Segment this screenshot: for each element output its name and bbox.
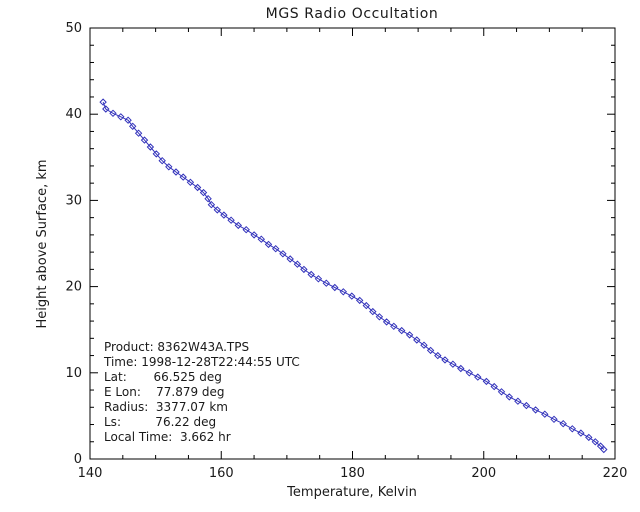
annotation-block: Product: 8362W43A.TPS Time: 1998-12-28T2… [104,340,300,445]
x-tick-label: 200 [471,466,496,481]
x-tick-label: 140 [78,466,103,481]
annotation-line-lat: Lat: 66.525 deg [104,370,222,384]
x-tick-label: 180 [340,466,365,481]
annotation-line-product: Product: 8362W43A.TPS [104,340,250,354]
annotation-line-localtime: Local Time: 3.662 hr [104,430,231,444]
y-tick-label: 20 [65,280,82,295]
data-markers [99,98,608,454]
plot-content: 140 160 180 200 220 0 10 20 30 40 50 [65,21,627,481]
y-tick-label: 50 [65,21,82,36]
x-tick-label: 160 [209,466,234,481]
y-tick-label: 30 [65,193,82,208]
y-tick-label: 10 [65,366,82,381]
annotation-line-ls: Ls: 76.22 deg [104,415,217,429]
data-line [102,101,605,450]
x-axis-label: Temperature, Kelvin [286,485,417,500]
y-tick-label: 40 [65,107,82,122]
annotation-line-radius: Radius: 3377.07 km [104,400,228,414]
x-tick-label: 220 [603,466,628,481]
annotation-line-elon: E Lon: 77.879 deg [104,385,225,399]
annotation-line-time: Time: 1998-12-28T22:44:55 UTC [104,355,300,369]
chart-title: MGS Radio Occultation [266,6,439,22]
y-axis-label: Height above Surface, km [35,159,50,328]
y-tick-label: 0 [74,452,82,467]
